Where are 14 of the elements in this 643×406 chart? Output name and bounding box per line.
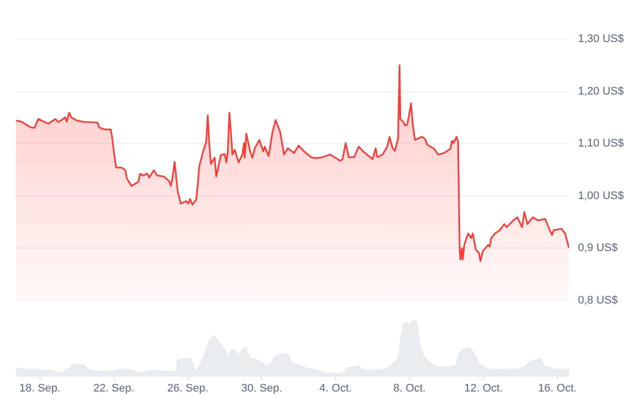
y-tick-label: 1,20 US$: [578, 85, 624, 98]
x-tick-label: 30. Sep.: [241, 382, 282, 395]
y-tick-label: 0,9 US$: [578, 242, 618, 254]
x-tick-label: 12. Oct.: [464, 382, 503, 395]
x-tick-label: 18. Sep.: [19, 382, 60, 395]
x-tick-label: 16. Oct.: [538, 382, 577, 395]
x-tick-label: 8. Oct.: [393, 382, 426, 395]
x-tick-label: 26. Sep.: [167, 382, 208, 395]
x-tick-label: 4. Oct.: [319, 382, 352, 395]
x-tick-label: 22. Sep.: [93, 382, 134, 395]
y-tick-label: 0,8 US$: [578, 294, 618, 306]
y-tick-label: 1,00 US$: [578, 190, 624, 202]
y-tick-label: 1,30 US$: [578, 33, 624, 46]
y-tick-label: 1,10 US$: [578, 138, 624, 150]
